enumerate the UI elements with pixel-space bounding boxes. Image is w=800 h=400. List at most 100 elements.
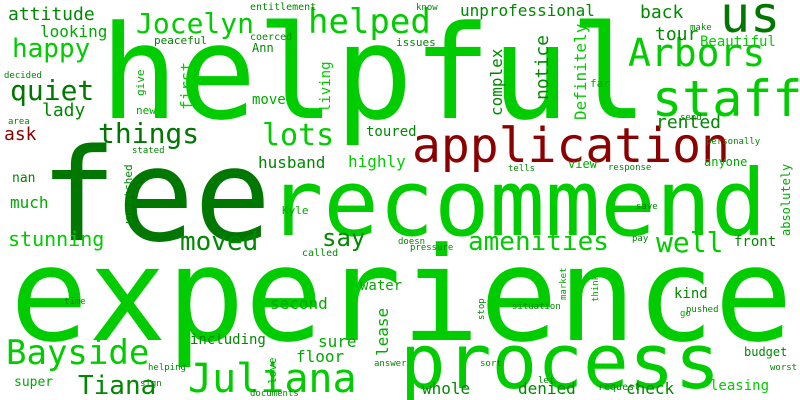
cloud-word-happy: happy [12,34,90,64]
cloud-word-time: time [64,297,86,307]
cloud-word-budget: budget [744,345,787,359]
cloud-word-bayside: Bayside [6,333,149,373]
cloud-word-whole: whole [422,379,470,398]
cloud-word-living: living [318,61,334,112]
cloud-word-attitude: attitude [8,4,95,25]
cloud-word-market: market [559,267,569,300]
cloud-word-called: called [302,248,338,259]
cloud-word-absolutely: absolutely [779,164,793,236]
cloud-word-coerced: coerced [250,32,292,43]
cloud-word-quiet: quiet [10,74,94,107]
cloud-word-including: including [190,332,266,348]
cloud-word-helping: helping [148,363,186,373]
cloud-word-far: far [590,77,610,90]
cloud-word-experience: experience [10,219,793,371]
cloud-word-stop: stop [477,298,487,320]
cloud-word-response: response [608,163,651,173]
cloud-word-move: move [252,92,286,108]
cloud-word-know: know [416,3,438,13]
cloud-word-helped: helped [308,2,431,42]
cloud-word-front: front [734,234,776,250]
cloud-word-sign: sign [140,379,162,389]
cloud-word-floor: floor [296,347,345,366]
cloud-word-beautiful: Beautiful [700,34,776,50]
cloud-word-personally: personally [706,137,761,147]
cloud-word-unmatched: unmatched [122,164,135,224]
cloud-word-stunning: stunning [8,227,104,251]
cloud-word-situation: situation [512,302,561,312]
cloud-word-process: process [400,317,720,400]
cloud-word-make: make [690,23,712,33]
cloud-word-pay: pay [632,234,649,244]
cloud-word-save: save [636,202,658,212]
cloud-word-jocelyn: Jocelyn [136,7,254,40]
cloud-word-super: super [14,375,53,390]
cloud-word-think: think [591,274,601,302]
cloud-word-issues: issues [396,36,436,49]
cloud-word-tour: tour [655,24,699,45]
cloud-word-answer: answer [374,359,407,369]
cloud-word-rented: rented [656,112,721,133]
cloud-word-much: much [10,193,49,212]
cloud-word-kyle: Kyle [282,204,309,217]
cloud-word-arbors: Arbors [628,31,765,75]
cloud-word-view: view [568,157,598,171]
cloud-word-water: water [360,278,402,294]
cloud-word-peaceful: peaceful [154,34,207,47]
cloud-word-second: second [270,294,328,313]
cloud-word-things: things [98,117,199,150]
cloud-word-recommend: recommend [268,150,767,257]
cloud-word-notice: notice [532,35,553,100]
cloud-word-lady: lady [42,100,86,121]
cloud-word-fee: fee [40,122,271,271]
cloud-word-go: go [680,309,691,319]
cloud-word-sort: sort [480,359,502,369]
cloud-word-doesn: doesn [398,237,425,247]
cloud-word-application: application [412,118,730,174]
cloud-word-new: new [136,104,156,117]
cloud-word-ann: Ann [252,41,274,55]
cloud-word-juliana: Juliana [188,356,357,400]
cloud-word-lease: lease [373,308,392,356]
cloud-word-complex: complex [487,48,506,116]
cloud-word-decided: decided [4,71,42,81]
cloud-word-helpful: helpful [100,0,648,149]
cloud-word-highly: highly [348,152,406,171]
cloud-word-toured: toured [366,124,417,140]
cloud-word-definitely: Definitely [571,23,590,120]
cloud-word-unprofessional: unprofessional [460,1,595,20]
cloud-word-say: say [322,224,365,252]
cloud-word-nan: nan [12,171,35,186]
cloud-word-area: area [8,117,30,127]
cloud-word-denied: denied [518,379,576,398]
cloud-word-give: give [134,70,147,97]
cloud-word-entitlement: entitlement [250,2,316,13]
cloud-word-lots: lots [262,118,334,153]
cloud-word-well: well [656,226,723,259]
cloud-word-amenities: amenities [468,227,609,257]
cloud-word-first: first [177,62,196,110]
cloud-word-let: let [538,376,554,386]
cloud-word-pushed: pushed [686,305,719,315]
cloud-word-sure: sure [318,332,357,351]
cloud-word-request: request [598,382,640,393]
cloud-word-leasing: leasing [710,378,769,394]
cloud-word-anyone: anyone [704,155,747,169]
cloud-word-us: us [720,0,780,44]
cloud-word-moved: moved [180,227,258,257]
cloud-word-tells: tells [508,164,535,174]
cloud-word-looking: looking [40,22,107,41]
cloud-word-staff: staff [652,70,800,128]
cloud-word-kind: kind [674,286,708,302]
cloud-word-husband: husband [258,153,325,172]
cloud-word-love: love [266,358,279,385]
cloud-word-stated: stated [132,146,165,156]
cloud-word-check: check [626,379,675,398]
cloud-word-worst: worst [770,363,797,373]
cloud-word-pressure: pressure [410,243,453,253]
cloud-word-documents: documents [250,389,299,399]
cloud-word-send: send [680,113,702,123]
